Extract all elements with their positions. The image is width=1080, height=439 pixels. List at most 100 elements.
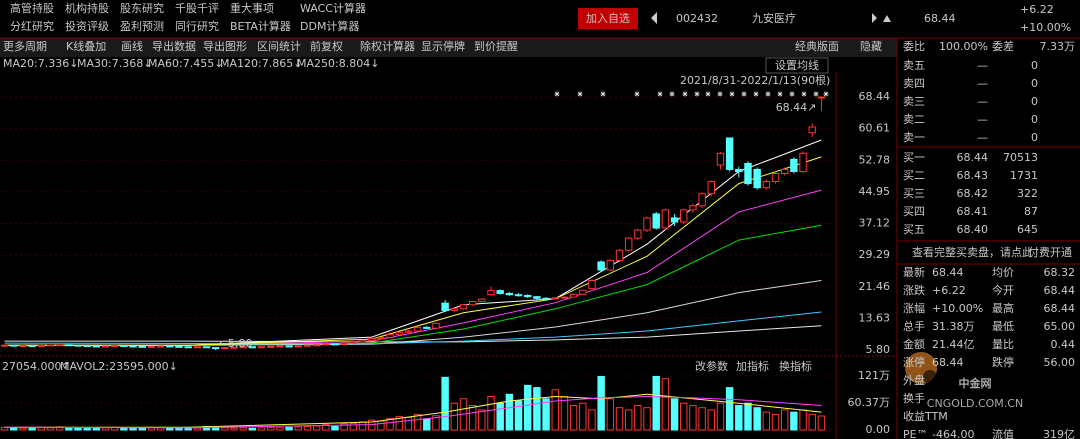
label: 卖三 xyxy=(903,95,925,108)
candle-body xyxy=(147,345,156,348)
menu-item[interactable]: 分红研究 xyxy=(10,19,54,33)
candle-body xyxy=(735,168,743,172)
volume-bar xyxy=(120,427,128,431)
volume-bar xyxy=(762,411,771,431)
y-tick-label: 37.12 xyxy=(859,217,891,230)
candle-body xyxy=(303,344,312,347)
toolbar-button[interactable]: 画线 xyxy=(121,39,143,53)
more-link[interactable]: 查看完整买卖盘，请点此 xyxy=(912,245,1033,259)
candle-body xyxy=(753,168,761,189)
candle-body xyxy=(780,168,789,174)
toolbar-button[interactable]: 区间统计 xyxy=(257,40,301,53)
label: 卖二 xyxy=(903,113,925,126)
value: 68.44 xyxy=(932,266,964,279)
menu-item[interactable]: 高管持股 xyxy=(10,1,54,15)
toolbar-button[interactable]: 隐藏 xyxy=(860,40,882,53)
candle-body xyxy=(74,344,82,347)
volume-bar xyxy=(780,409,789,431)
candle-body xyxy=(762,181,771,189)
label: 委差 xyxy=(992,39,1014,53)
watchlist-label[interactable]: 加入自选 xyxy=(586,12,630,25)
indicator-button[interactable]: 换指标 xyxy=(779,359,812,373)
candle-body xyxy=(716,152,725,166)
toolbar-button[interactable]: 前复权 xyxy=(310,39,343,53)
candle-body xyxy=(524,294,532,298)
prev-icon[interactable] xyxy=(651,12,657,24)
event-marker xyxy=(634,91,640,97)
label: 委比 xyxy=(903,40,925,53)
toolbar-button[interactable]: 更多周期 xyxy=(3,39,47,53)
label: 涨停 xyxy=(903,355,925,369)
toolbar-button[interactable]: K线叠加 xyxy=(66,39,106,53)
toolbar-button[interactable]: 经典版面 xyxy=(795,39,839,53)
event-marker xyxy=(717,91,723,97)
toolbar-button[interactable]: 除权计算器 xyxy=(360,39,415,53)
candle-body xyxy=(624,237,633,251)
label: 买三 xyxy=(903,187,925,200)
menu-item[interactable]: 盈利预测 xyxy=(120,20,164,33)
indicator-button[interactable]: 改参数 xyxy=(695,359,728,373)
menu-item[interactable]: 重大事项 xyxy=(230,1,274,15)
candle-body xyxy=(395,331,403,336)
range-label: 2021/8/31-2022/1/13(90根) xyxy=(680,73,830,87)
menu-item[interactable]: 千股千评 xyxy=(175,2,219,15)
volume-bar xyxy=(46,427,55,431)
candle-body xyxy=(193,346,202,349)
label: 换手 xyxy=(903,391,925,405)
candle-body xyxy=(569,293,578,298)
candle-body xyxy=(423,326,431,329)
toolbar-button[interactable]: 到价提醒 xyxy=(474,40,518,53)
label: PE™ xyxy=(903,428,928,439)
mavol-line xyxy=(4,393,822,428)
candle-body xyxy=(799,152,807,172)
event-marker xyxy=(765,91,771,97)
menu-item[interactable]: 同行研究 xyxy=(175,19,219,33)
volume-bar xyxy=(386,417,394,431)
menu-item[interactable]: 股东研究 xyxy=(120,1,164,15)
ma-setting[interactable]: 设置均线 xyxy=(775,58,819,72)
toolbar-button[interactable]: 导出图形 xyxy=(203,39,247,53)
candle-body xyxy=(267,345,275,348)
candle-body xyxy=(377,336,385,340)
volume-bar xyxy=(432,415,440,431)
label: 最低 xyxy=(992,320,1014,333)
ma-setting-box[interactable] xyxy=(765,57,829,74)
candle-body xyxy=(634,229,642,239)
candle-body xyxy=(46,344,55,347)
event-marker xyxy=(823,91,829,97)
candle-body xyxy=(790,158,798,172)
candle-body xyxy=(239,346,247,349)
next-icon[interactable] xyxy=(872,13,877,23)
toolbar-button[interactable]: 导出数据 xyxy=(152,39,196,53)
value: 68.44 xyxy=(1044,284,1076,297)
label: 卖一 xyxy=(903,131,925,144)
menu-item[interactable]: 机构持股 xyxy=(65,1,109,15)
candle-body xyxy=(331,343,339,346)
candle-body xyxy=(817,96,826,99)
volume: 87 xyxy=(1024,205,1038,218)
volume-bar xyxy=(267,426,275,431)
toolbar-button[interactable]: 显示停牌 xyxy=(421,39,465,53)
high-label: 68.44↗ xyxy=(776,101,817,114)
menu-item[interactable]: BETA计算器 xyxy=(230,19,291,33)
volume-bar xyxy=(551,389,559,431)
volume-bar xyxy=(276,427,284,431)
watchlist-button[interactable] xyxy=(578,8,638,29)
volume-bar xyxy=(707,409,715,431)
label: 收益TTM xyxy=(903,409,948,423)
menu-item[interactable]: DDM计算器 xyxy=(300,19,359,33)
up-icon[interactable] xyxy=(883,15,891,22)
y-tick-label: 121万 xyxy=(858,369,890,382)
menu-item[interactable]: WACC计算器 xyxy=(300,1,366,15)
indicator-button[interactable]: 加指标 xyxy=(736,359,769,373)
menu-item[interactable]: 投资评级 xyxy=(65,19,109,33)
volume: 0 xyxy=(1031,77,1038,90)
stock-name: 九安医疗 xyxy=(752,11,796,25)
candle-body xyxy=(771,172,780,183)
candle-body xyxy=(505,292,514,296)
volume-bar xyxy=(478,409,486,431)
volume-bar xyxy=(450,402,459,431)
volume-bar xyxy=(423,418,431,431)
pay-link[interactable]: 付费开通 xyxy=(1028,246,1072,259)
